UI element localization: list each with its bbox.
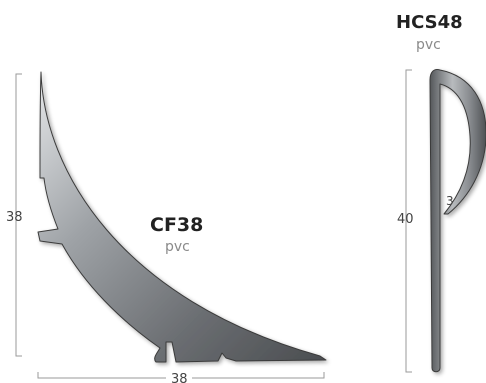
cf38-material-label: pvc bbox=[165, 239, 190, 255]
cf38-width-label: 38 bbox=[171, 372, 188, 383]
hcs48-title: HCS48 bbox=[396, 12, 463, 33]
hcs48-height-dimension-line bbox=[405, 69, 412, 373]
cf38-cove-profile-shape bbox=[37, 71, 327, 363]
hcs48-profile-group: HCS48 pvc 40 3 bbox=[396, 12, 486, 373]
hcs48-height-label: 40 bbox=[397, 212, 414, 227]
cf38-title: CF38 bbox=[150, 214, 203, 236]
cf38-width-dimension-line bbox=[37, 372, 325, 379]
cf38-profile-group: 38 38 CF38 pvc bbox=[6, 71, 327, 383]
hcs48-lip-label: 3 bbox=[446, 194, 454, 208]
hcs48-hook-profile-shape bbox=[429, 69, 486, 373]
cf38-height-dimension-line bbox=[15, 73, 22, 357]
hcs48-material-label: pvc bbox=[416, 37, 441, 53]
cf38-height-label: 38 bbox=[6, 210, 23, 225]
